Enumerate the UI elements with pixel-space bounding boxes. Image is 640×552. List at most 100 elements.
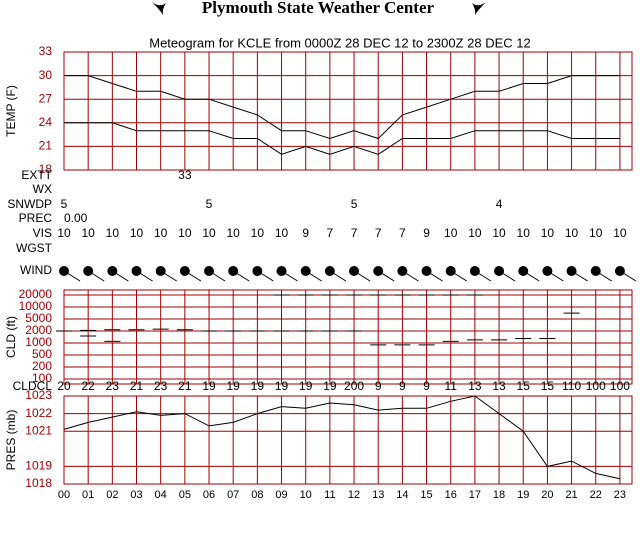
row-value: 22 (81, 379, 95, 393)
row-value: 19 (251, 379, 265, 393)
chart-title: Meteogram for KCLE from 0000Z 28 DEC 12 … (149, 35, 531, 50)
row-label: WX (33, 182, 52, 196)
row-value: 4 (496, 197, 503, 211)
row-value: 13 (492, 379, 506, 393)
row-value: 9 (302, 226, 309, 240)
row-value: 19 (202, 379, 216, 393)
row-value: 110 (562, 379, 581, 393)
x-tick-label: 20 (541, 489, 553, 501)
wind-station (228, 266, 239, 276)
row-value: 7 (327, 226, 334, 240)
row-value: 10 (178, 226, 192, 240)
row-value: 100 (586, 379, 606, 393)
x-tick-label: 17 (469, 489, 481, 501)
x-tick-label: 14 (396, 489, 408, 501)
y-tick-label: 1000 (25, 335, 52, 349)
row-value: 10 (444, 226, 458, 240)
x-tick-label: 16 (445, 489, 457, 501)
row-value: 10 (106, 226, 120, 240)
row-value: 19 (299, 379, 313, 393)
x-tick-label: 01 (82, 489, 94, 501)
row-value: 13 (468, 379, 482, 393)
row-value: 21 (130, 379, 144, 393)
row-value: 7 (351, 226, 358, 240)
row-value: 20 (57, 379, 71, 393)
header-title: Plymouth State Weather Center (202, 0, 435, 17)
wind-station (373, 266, 384, 276)
wind-station (518, 266, 529, 276)
x-tick-label: 22 (590, 489, 602, 501)
row-label: VIS (33, 226, 52, 240)
wind-station (566, 266, 577, 276)
wind-station (324, 266, 335, 276)
x-tick-label: 21 (565, 489, 577, 501)
x-tick-label: 18 (493, 489, 505, 501)
y-tick-label: 33 (39, 44, 53, 58)
wind-station (397, 266, 408, 276)
row-value: 10 (468, 226, 482, 240)
row-value: 10 (251, 226, 265, 240)
row-value: 19 (275, 379, 289, 393)
header-icon (152, 2, 166, 15)
y-tick-label: 1023 (25, 388, 52, 402)
wind-station (300, 266, 311, 276)
y-tick-label: 30 (39, 68, 53, 82)
data-line (64, 122, 620, 155)
y-tick-label: 1018 (25, 476, 52, 490)
y-axis-label: CLD (ft) (4, 316, 18, 358)
row-value: 200 (344, 379, 364, 393)
y-tick-label: 500 (32, 347, 52, 361)
row-label: WGST (16, 241, 53, 255)
x-tick-label: 12 (348, 489, 360, 501)
y-tick-label: 21 (39, 139, 53, 153)
y-tick-label: 1022 (25, 406, 52, 420)
x-tick-label: 07 (227, 489, 239, 501)
row-value: 9 (375, 379, 382, 393)
row-value: 5 (351, 197, 358, 211)
x-tick-label: 00 (58, 489, 70, 501)
wind-station (590, 266, 601, 276)
row-value: 19 (323, 379, 337, 393)
row-value: 10 (517, 226, 531, 240)
panel-frame (63, 289, 633, 385)
y-tick-label: 2000 (25, 323, 52, 337)
row-value: 10 (81, 226, 95, 240)
wind-station (155, 266, 166, 276)
row-value: 100 (610, 379, 630, 393)
row-value: 9 (423, 226, 430, 240)
row-label: CLDCL (13, 379, 53, 393)
row-label: PREC (19, 211, 53, 225)
wind-station (204, 266, 215, 276)
row-label: SNWDP (7, 197, 52, 211)
data-line (63, 395, 621, 480)
y-tick-label: 24 (39, 115, 53, 129)
x-tick-label: 10 (300, 489, 312, 501)
panel-frame (63, 51, 633, 171)
row-value: 7 (399, 226, 406, 240)
y-tick-label: 10000 (19, 299, 53, 313)
wind-station (59, 266, 69, 276)
wind-station (107, 266, 118, 276)
row-value: 10 (613, 226, 627, 240)
x-tick-label: 15 (420, 489, 432, 501)
row-value: 11 (444, 379, 457, 393)
row-value: 10 (275, 226, 289, 240)
x-tick-label: 03 (130, 489, 142, 501)
row-value: 10 (57, 226, 71, 240)
y-tick-label: 200 (32, 359, 52, 373)
row-value: 33 (178, 168, 192, 182)
row-value: 23 (154, 379, 168, 393)
row-label: EXTT (21, 168, 52, 182)
wind-station (542, 266, 553, 276)
x-tick-label: 02 (106, 489, 118, 501)
x-tick-label: 23 (614, 489, 626, 501)
row-value: 5 (61, 197, 68, 211)
row-value: 5 (206, 197, 213, 211)
header-box (95, 0, 545, 19)
wind-station (614, 266, 625, 276)
row-value: 15 (541, 379, 555, 393)
wind-station (131, 266, 142, 276)
x-tick-label: 19 (517, 489, 529, 501)
row-value: 10 (492, 226, 506, 240)
